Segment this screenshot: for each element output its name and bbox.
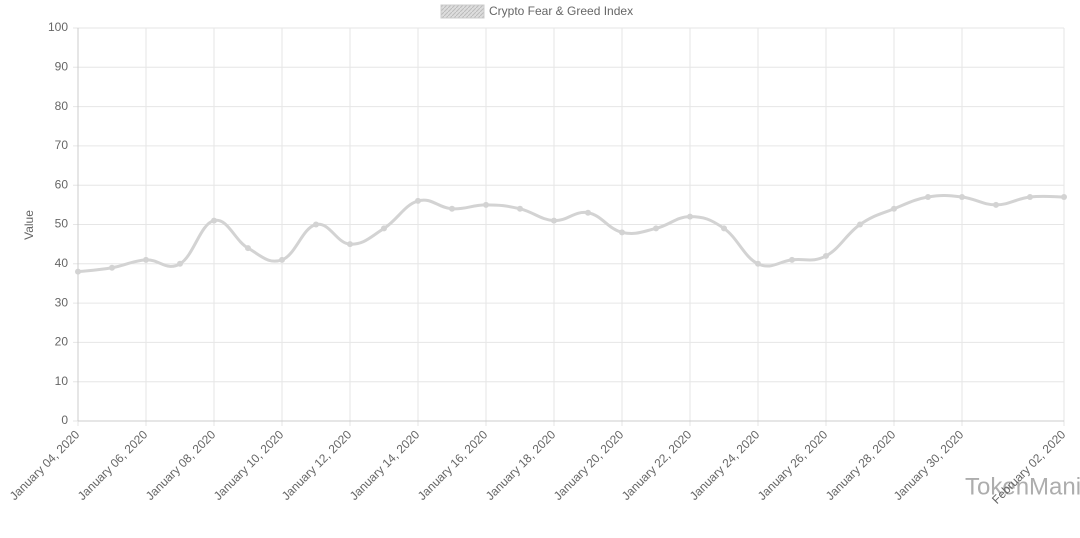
x-tick-label: January 22, 2020 [619,427,695,503]
point [789,256,795,263]
point [1027,193,1033,200]
y-tick-label: 10 [55,374,69,388]
point [687,213,693,220]
point [517,205,523,212]
x-tick-label: January 26, 2020 [755,427,831,503]
point [109,264,115,271]
point [823,252,829,259]
point [177,260,183,267]
x-tick-label: January 04, 2020 [7,427,83,503]
x-tick-label: January 20, 2020 [551,427,627,503]
y-tick-label: 80 [55,99,69,113]
point [653,225,659,232]
x-tick-label: January 24, 2020 [687,427,763,503]
y-tick-label: 70 [55,138,69,152]
point [551,217,557,224]
point [449,205,455,212]
point [755,260,761,267]
point [483,201,489,208]
x-tick-label: January 30, 2020 [891,427,967,503]
point [211,217,217,224]
point [347,241,353,248]
y-axis-title: Value [22,210,36,240]
point [415,197,421,204]
watermark: TokenMania [965,473,1080,500]
point [279,256,285,263]
point [381,225,387,232]
point [143,256,149,263]
point [245,245,251,252]
y-tick-label: 50 [55,217,69,231]
x-tick-label: January 08, 2020 [143,427,219,503]
point [721,225,727,232]
legend-swatch [440,4,485,19]
point [891,205,897,212]
x-tick-label: January 16, 2020 [415,427,491,503]
x-tick-label: January 18, 2020 [483,427,559,503]
y-tick-label: 90 [55,59,69,73]
point [959,193,965,200]
y-tick-label: 20 [55,335,69,349]
point [619,229,625,236]
point [857,221,863,228]
x-tick-label: January 28, 2020 [823,427,899,503]
y-tick-label: 0 [61,413,68,427]
x-tick-label: January 10, 2020 [211,427,287,503]
legend-label: Crypto Fear & Greed Index [489,4,633,18]
line [77,194,1065,274]
point [1061,193,1067,200]
x-tick-label: January 12, 2020 [279,427,355,503]
y-tick-label: 100 [48,20,68,34]
x-tick-label: January 14, 2020 [347,427,423,503]
y-tick-label: 60 [55,177,69,191]
point [313,221,319,228]
point [993,201,999,208]
point [925,193,931,200]
x-tick-label: January 06, 2020 [75,427,151,503]
point [585,209,591,216]
y-tick-label: 40 [55,256,69,270]
point [75,268,81,275]
y-tick-label: 30 [55,295,69,309]
